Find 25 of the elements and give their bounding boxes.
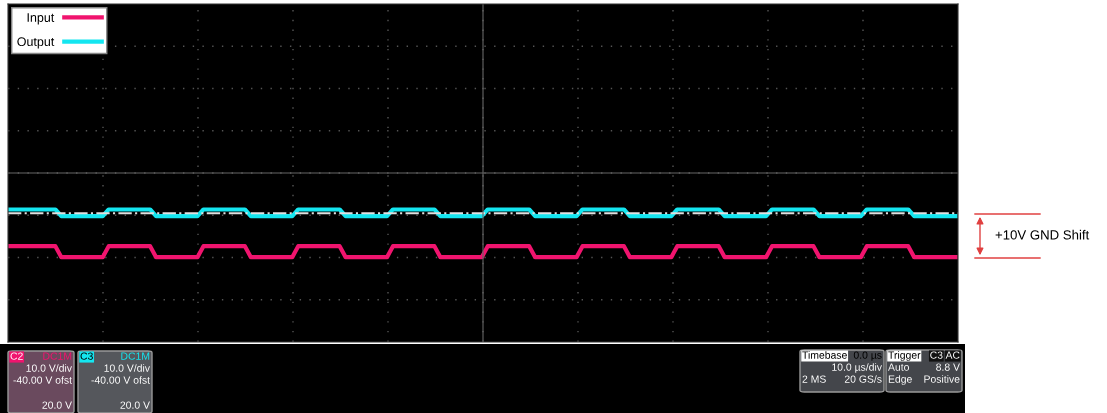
text: C2 xyxy=(10,352,23,360)
text: AC xyxy=(945,351,960,359)
text: 20.0 V xyxy=(120,401,150,409)
text: 20.0 V xyxy=(42,401,72,409)
text: 2 MS xyxy=(802,375,826,383)
text: Trigger xyxy=(888,351,921,361)
text: +10V GND Shift xyxy=(995,229,1090,240)
text: 0.0 µs xyxy=(853,351,882,361)
text: -40.00 V ofst xyxy=(13,376,72,384)
text: -40.00 V ofst xyxy=(91,376,150,384)
legend-label: Output xyxy=(17,37,55,49)
text: 10.0 V/div xyxy=(26,364,72,372)
text: Auto xyxy=(888,363,909,371)
legend-label: Input xyxy=(27,13,55,25)
text: C3 xyxy=(80,352,93,360)
text: DC1M xyxy=(121,352,150,360)
text: Timebase xyxy=(802,351,847,359)
text: Edge xyxy=(888,375,912,385)
text: Positive xyxy=(924,375,960,383)
text: 10.0 V/div xyxy=(104,364,150,372)
text: 20 GS/s xyxy=(844,375,882,383)
text: C3 xyxy=(930,351,943,359)
text: DC1M xyxy=(43,352,72,360)
text: 8.8 V xyxy=(936,363,960,371)
text: 10.0 µs/div xyxy=(832,363,882,373)
